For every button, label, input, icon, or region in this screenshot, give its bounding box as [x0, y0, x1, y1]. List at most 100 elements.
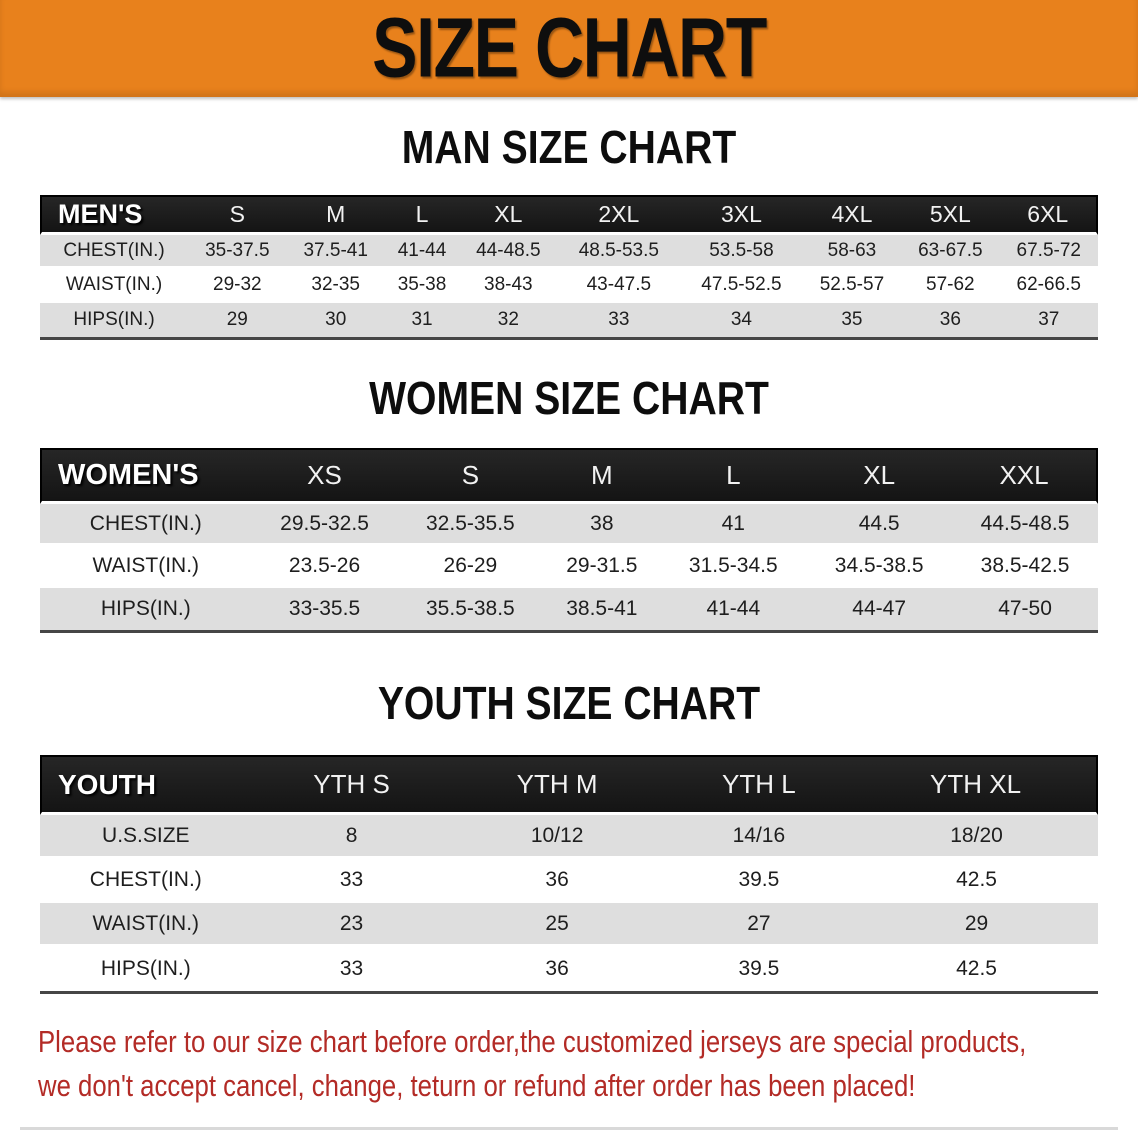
size-value-cell: 47-50 [952, 588, 1098, 630]
row-label-cell: WAIST(IN.) [40, 269, 189, 303]
size-value-cell: 30 [286, 303, 385, 337]
women-size-table: WOMEN'S XS S M L XL XXL CHEST(IN.) 29.5-32.5 32.5… [40, 448, 1098, 633]
size-column-header: XS [251, 448, 398, 504]
size-header-row: MEN'S S M L XL 2XL 3XL 4XL 5XL 6XL [40, 195, 1098, 235]
size-value-cell: 34 [680, 303, 803, 337]
size-value-cell: 36 [901, 303, 1000, 337]
size-value-cell: 34.5-38.5 [806, 546, 953, 588]
size-column-header: 4XL [802, 195, 902, 235]
row-label-cell: CHEST(IN.) [40, 859, 252, 903]
size-value-cell: 25 [451, 903, 663, 947]
size-value-cell: 33 [251, 859, 452, 903]
size-value-cell: 47.5-52.5 [680, 269, 803, 303]
table-row: WAIST(IN.) 23 25 27 29 [40, 903, 1098, 947]
size-value-cell: 29 [188, 303, 287, 337]
size-column-header: L [660, 448, 807, 504]
size-value-cell: 41 [660, 504, 807, 546]
size-value-cell: 38.5-42.5 [952, 546, 1098, 588]
size-value-cell: 44.5-48.5 [952, 504, 1098, 546]
women-size-section: WOMEN SIZE CHART WOMEN'S XS S M L XL XXL CHEST(… [0, 374, 1138, 633]
youth-table-wrap: YOUTH YTH S YTH M YTH L YTH XL U.S.SIZE 8 10/12… [40, 755, 1098, 994]
row-label-cell: WAIST(IN.) [40, 546, 252, 588]
size-value-cell: 39.5 [662, 947, 856, 991]
size-header-row: WOMEN'S XS S M L XL XXL [40, 448, 1098, 504]
women-section-heading: WOMEN SIZE CHART [369, 372, 769, 424]
size-value-cell: 35-37.5 [188, 235, 287, 269]
men-table-wrap: MEN'S S M L XL 2XL 3XL 4XL 5XL 6XL CHEST(IN.) 35-37… [40, 195, 1098, 340]
size-value-cell: 26-29 [397, 546, 544, 588]
size-value-cell: 36 [451, 947, 663, 991]
size-value-cell: 48.5-53.5 [557, 235, 681, 269]
size-value-cell: 33 [557, 303, 681, 337]
disclaimer: Please refer to our size chart before or… [38, 1020, 1138, 1108]
table-row: HIPS(IN.) 29 30 31 32 33 34 35 36 37 [40, 303, 1098, 337]
size-value-cell: 37.5-41 [286, 235, 385, 269]
size-column-header: 5XL [901, 195, 1000, 235]
size-column-header: L [384, 195, 460, 235]
table-group-label: YOUTH [40, 755, 252, 815]
size-column-header: M [543, 448, 661, 504]
youth-size-table: YOUTH YTH S YTH M YTH L YTH XL U.S.SIZE 8 10/12… [40, 755, 1098, 994]
size-value-cell: 29-31.5 [543, 546, 661, 588]
size-column-header: XL [806, 448, 953, 504]
size-value-cell: 29-32 [188, 269, 287, 303]
row-label-cell: HIPS(IN.) [40, 303, 189, 337]
size-value-cell: 57-62 [901, 269, 1000, 303]
table-group-label: MEN'S [40, 195, 189, 235]
size-value-cell: 23.5-26 [251, 546, 398, 588]
size-value-cell: 35 [802, 303, 902, 337]
men-section-heading: MAN SIZE CHART [401, 121, 737, 173]
men-size-table: MEN'S S M L XL 2XL 3XL 4XL 5XL 6XL CHEST(IN.) 35-37… [40, 195, 1098, 340]
size-value-cell: 38-43 [459, 269, 558, 303]
size-value-cell: 35.5-38.5 [397, 588, 544, 630]
size-header-row: YOUTH YTH S YTH M YTH L YTH XL [40, 755, 1098, 815]
size-column-header: 2XL [557, 195, 681, 235]
size-value-cell: 36 [451, 859, 663, 903]
size-value-cell: 52.5-57 [802, 269, 902, 303]
banner: SIZE CHART [0, 0, 1138, 97]
size-column-header: M [286, 195, 385, 235]
disclaimer-line-1: Please refer to our size chart before or… [38, 1024, 1027, 1059]
table-row: WAIST(IN.) 23.5-26 26-29 29-31.5 31.5-34.5 34… [40, 546, 1098, 588]
size-column-header: YTH L [662, 755, 856, 815]
men-size-section: MAN SIZE CHART MEN'S S M L XL 2XL 3XL 4XL 5XL 6XL… [0, 123, 1138, 340]
size-value-cell: 33-35.5 [251, 588, 398, 630]
size-value-cell: 63-67.5 [901, 235, 1000, 269]
disclaimer-line-2: we don't accept cancel, change, teturn o… [38, 1068, 916, 1103]
youth-section-heading: YOUTH SIZE CHART [377, 677, 761, 729]
size-value-cell: 27 [662, 903, 856, 947]
table-row: HIPS(IN.) 33 36 39.5 42.5 [40, 947, 1098, 991]
row-label-cell: HIPS(IN.) [40, 947, 252, 991]
size-value-cell: 42.5 [855, 859, 1098, 903]
table-row: CHEST(IN.) 35-37.5 37.5-41 41-44 44-48.5 48.5… [40, 235, 1098, 269]
size-value-cell: 44-47 [806, 588, 953, 630]
size-column-header: YTH XL [855, 755, 1098, 815]
size-value-cell: 31.5-34.5 [660, 546, 807, 588]
bottom-hairline [20, 1127, 1118, 1130]
women-table-wrap: WOMEN'S XS S M L XL XXL CHEST(IN.) 29.5-32.5 32.5… [40, 448, 1098, 633]
table-row: U.S.SIZE 8 10/12 14/16 18/20 [40, 815, 1098, 859]
size-value-cell: 29.5-32.5 [251, 504, 398, 546]
size-value-cell: 35-38 [384, 269, 460, 303]
size-value-cell: 33 [251, 947, 452, 991]
size-value-cell: 62-66.5 [999, 269, 1098, 303]
row-label-cell: WAIST(IN.) [40, 903, 252, 947]
size-value-cell: 44.5 [806, 504, 953, 546]
size-column-header: S [397, 448, 544, 504]
size-column-header: YTH S [251, 755, 452, 815]
youth-size-section: YOUTH SIZE CHART YOUTH YTH S YTH M YTH L YTH… [0, 679, 1138, 994]
size-column-header: XXL [952, 448, 1098, 504]
size-value-cell: 37 [999, 303, 1098, 337]
table-row: CHEST(IN.) 29.5-32.5 32.5-35.5 38 41 44.5 44.5… [40, 504, 1098, 546]
banner-title: SIZE CHART [372, 1, 767, 95]
size-value-cell: 38 [543, 504, 661, 546]
size-column-header: 3XL [680, 195, 803, 235]
size-value-cell: 8 [251, 815, 452, 859]
size-value-cell: 32-35 [286, 269, 385, 303]
size-value-cell: 41-44 [384, 235, 460, 269]
size-value-cell: 18/20 [855, 815, 1098, 859]
row-label-cell: U.S.SIZE [40, 815, 252, 859]
size-value-cell: 41-44 [660, 588, 807, 630]
size-column-header: YTH M [451, 755, 663, 815]
